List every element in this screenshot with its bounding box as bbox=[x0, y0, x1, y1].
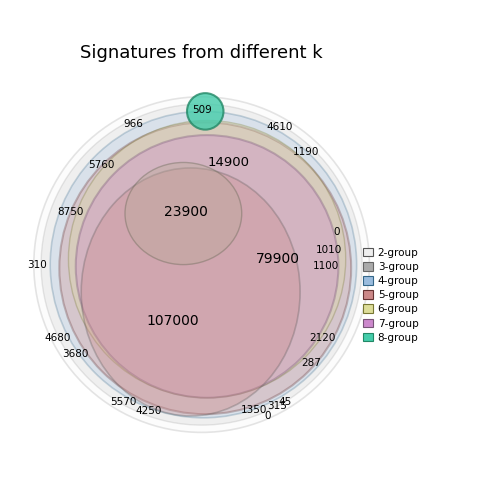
Text: 4610: 4610 bbox=[267, 122, 293, 132]
Text: 23900: 23900 bbox=[164, 205, 208, 219]
Circle shape bbox=[187, 93, 223, 130]
Text: 8750: 8750 bbox=[57, 207, 84, 217]
Ellipse shape bbox=[81, 168, 300, 416]
Text: 3680: 3680 bbox=[62, 349, 89, 359]
Text: 5570: 5570 bbox=[110, 397, 137, 407]
Circle shape bbox=[50, 111, 357, 418]
Text: 509: 509 bbox=[193, 104, 212, 114]
Ellipse shape bbox=[125, 162, 242, 265]
Text: 1010: 1010 bbox=[316, 245, 342, 255]
Text: 315: 315 bbox=[267, 401, 287, 411]
Text: 0: 0 bbox=[264, 411, 271, 421]
Text: 4680: 4680 bbox=[44, 333, 71, 343]
Circle shape bbox=[69, 120, 346, 398]
Text: 14900: 14900 bbox=[208, 156, 250, 169]
Text: 107000: 107000 bbox=[146, 314, 199, 328]
Text: 5760: 5760 bbox=[88, 160, 114, 170]
Text: 1100: 1100 bbox=[312, 262, 339, 272]
Title: Signatures from different k: Signatures from different k bbox=[80, 44, 323, 62]
Text: 0: 0 bbox=[333, 227, 340, 237]
Text: 1350: 1350 bbox=[241, 405, 268, 415]
Text: 2120: 2120 bbox=[309, 333, 335, 343]
Text: 4250: 4250 bbox=[136, 406, 162, 415]
Text: 287: 287 bbox=[301, 358, 321, 368]
Text: 310: 310 bbox=[28, 260, 47, 270]
Legend: 2-group, 3-group, 4-group, 5-group, 6-group, 7-group, 8-group: 2-group, 3-group, 4-group, 5-group, 6-gr… bbox=[360, 244, 422, 346]
Circle shape bbox=[41, 104, 362, 425]
Circle shape bbox=[34, 97, 369, 432]
Circle shape bbox=[59, 122, 351, 414]
Text: 79900: 79900 bbox=[256, 252, 300, 266]
Text: 1190: 1190 bbox=[292, 147, 319, 157]
Text: 45: 45 bbox=[278, 397, 291, 407]
Text: 966: 966 bbox=[123, 119, 143, 129]
Circle shape bbox=[76, 135, 338, 398]
